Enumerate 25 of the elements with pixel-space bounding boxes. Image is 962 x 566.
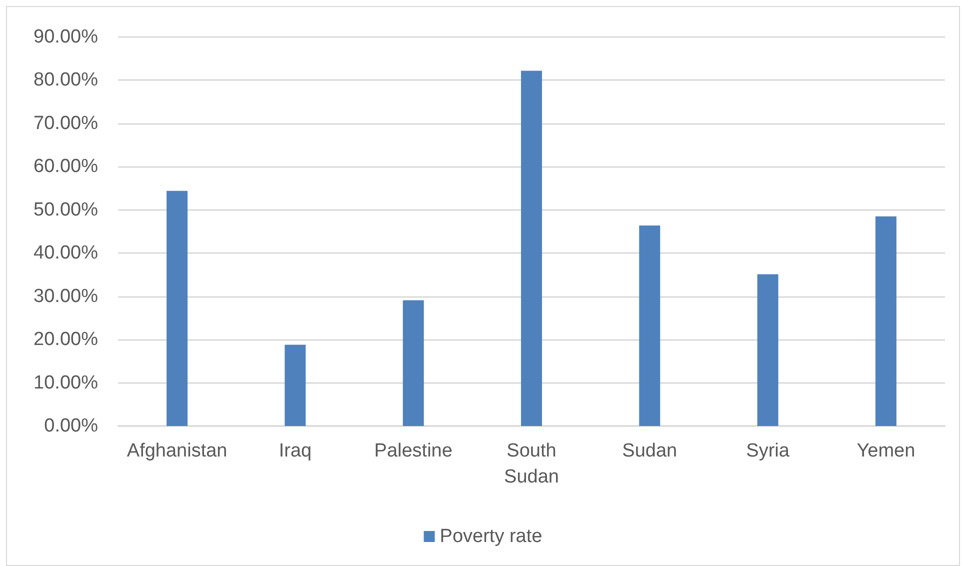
y-tick-label: 30.00% [34, 286, 98, 307]
y-tick-label: 60.00% [34, 156, 98, 178]
x-tick-label: Afghanistan [126, 440, 228, 462]
x-tick-label: Palestine [374, 440, 452, 462]
bar [757, 274, 778, 426]
x-tick-label: Syria [746, 440, 790, 462]
bar [875, 216, 896, 426]
x-tick-label: Yemen [856, 440, 916, 462]
bar [639, 225, 660, 426]
x-tick-label: Iraq [278, 440, 312, 462]
legend-label: Poverty rate [440, 526, 542, 547]
bar [284, 344, 306, 426]
y-tick-label: 70.00% [34, 112, 98, 134]
y-tick-label: 50.00% [34, 199, 98, 220]
x-tick-label: South Sudan [504, 440, 559, 488]
bar [521, 70, 542, 426]
y-tick-label: 20.00% [34, 329, 98, 350]
bar [166, 190, 188, 426]
y-tick-label: 10.00% [34, 372, 98, 394]
y-tick-label: 80.00% [34, 70, 98, 91]
y-tick-label: 0.00% [44, 416, 98, 436]
bar [402, 300, 424, 426]
x-tick-label: Sudan [622, 440, 678, 462]
y-tick-label: 40.00% [34, 242, 98, 264]
y-tick-label: 90.00% [34, 26, 98, 48]
